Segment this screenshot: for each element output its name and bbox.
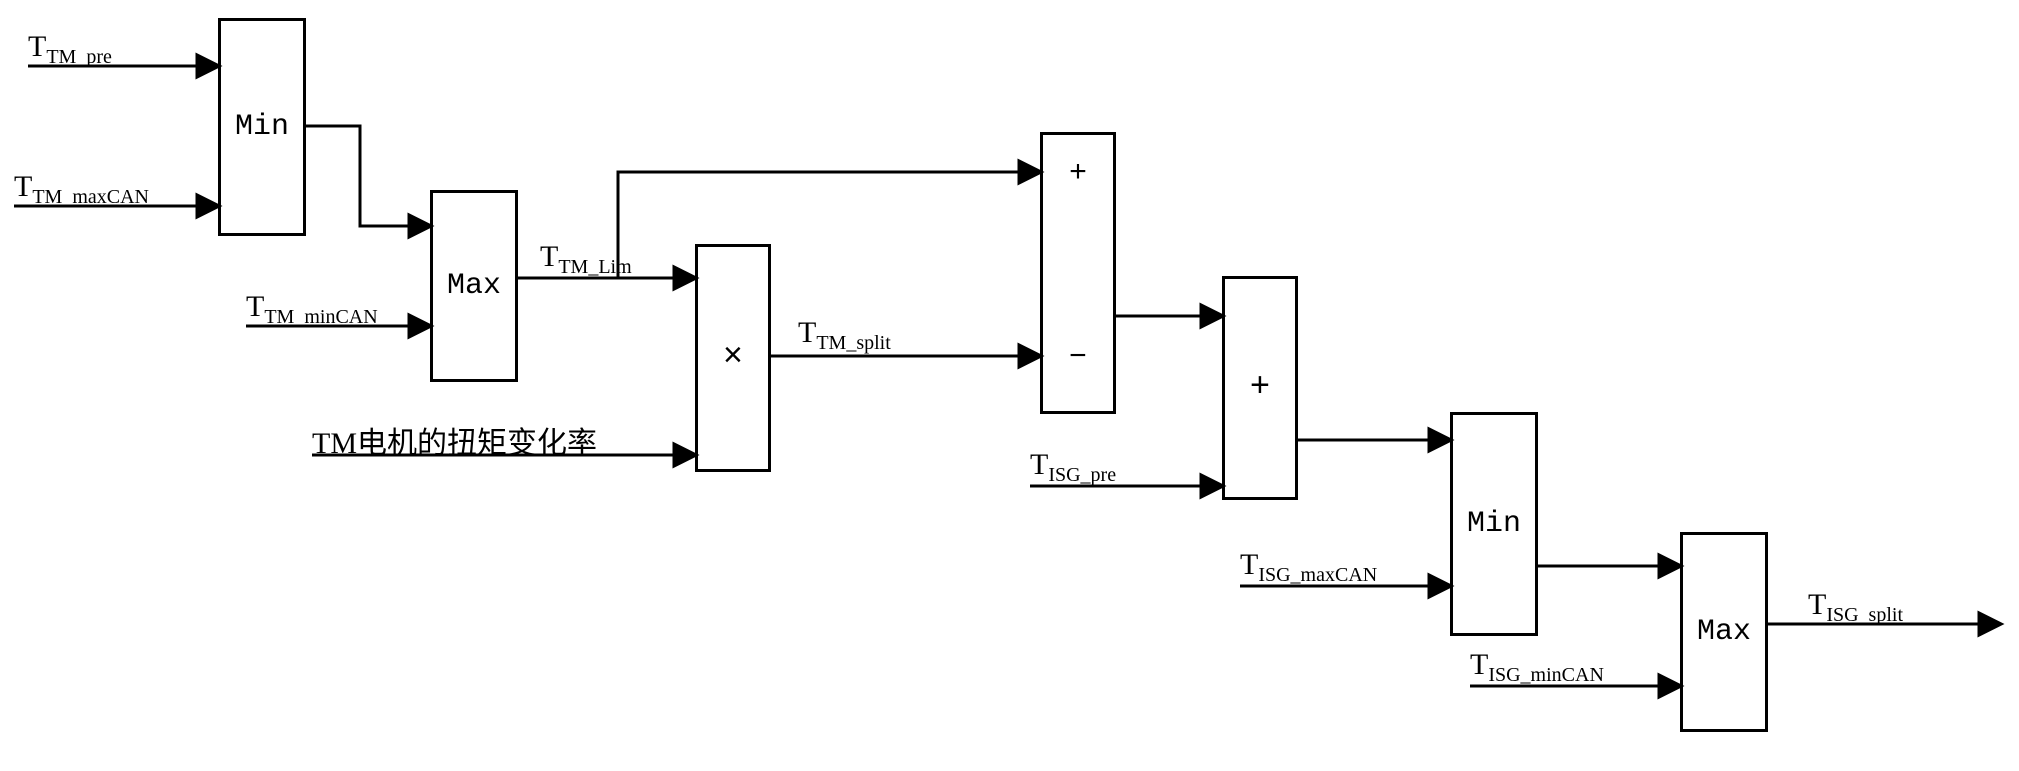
- label-ttm-pre: TTM_pre: [28, 30, 112, 69]
- max-block-2-label: Max: [1697, 615, 1751, 649]
- label-ttm-mincan: TTM_minCAN: [246, 290, 378, 329]
- multiply-block: ×: [695, 244, 771, 472]
- max-block-1-label: Max: [447, 269, 501, 303]
- max-block-1: Max: [430, 190, 518, 382]
- max-block-2: Max: [1680, 532, 1768, 732]
- label-tisg-split: TISG_split: [1808, 588, 1903, 627]
- label-tisg-maxcan: TISG_maxCAN: [1240, 548, 1377, 587]
- min-block-1-label: Min: [235, 110, 289, 144]
- add-block-label: +: [1250, 369, 1270, 407]
- min-block-2-label: Min: [1467, 507, 1521, 541]
- subtract-block-minus: −: [1069, 341, 1087, 375]
- label-ttm-split: TTM_split: [798, 316, 891, 355]
- subtract-block-plus: +: [1069, 157, 1087, 191]
- min-block-2: Min: [1450, 412, 1538, 636]
- subtract-block: + −: [1040, 132, 1116, 414]
- label-ttm-maxcan: TTM_maxCAN: [14, 170, 149, 209]
- min-block-1: Min: [218, 18, 306, 236]
- label-tisg-pre: TISG_pre: [1030, 448, 1116, 487]
- multiply-block-label: ×: [723, 339, 743, 377]
- label-tisg-mincan: TISG_minCAN: [1470, 648, 1604, 687]
- add-block: +: [1222, 276, 1298, 500]
- label-ttm-lim: TTM_Lim: [540, 240, 632, 279]
- label-tm-rate: TM电机的扭矩变化率: [312, 418, 597, 462]
